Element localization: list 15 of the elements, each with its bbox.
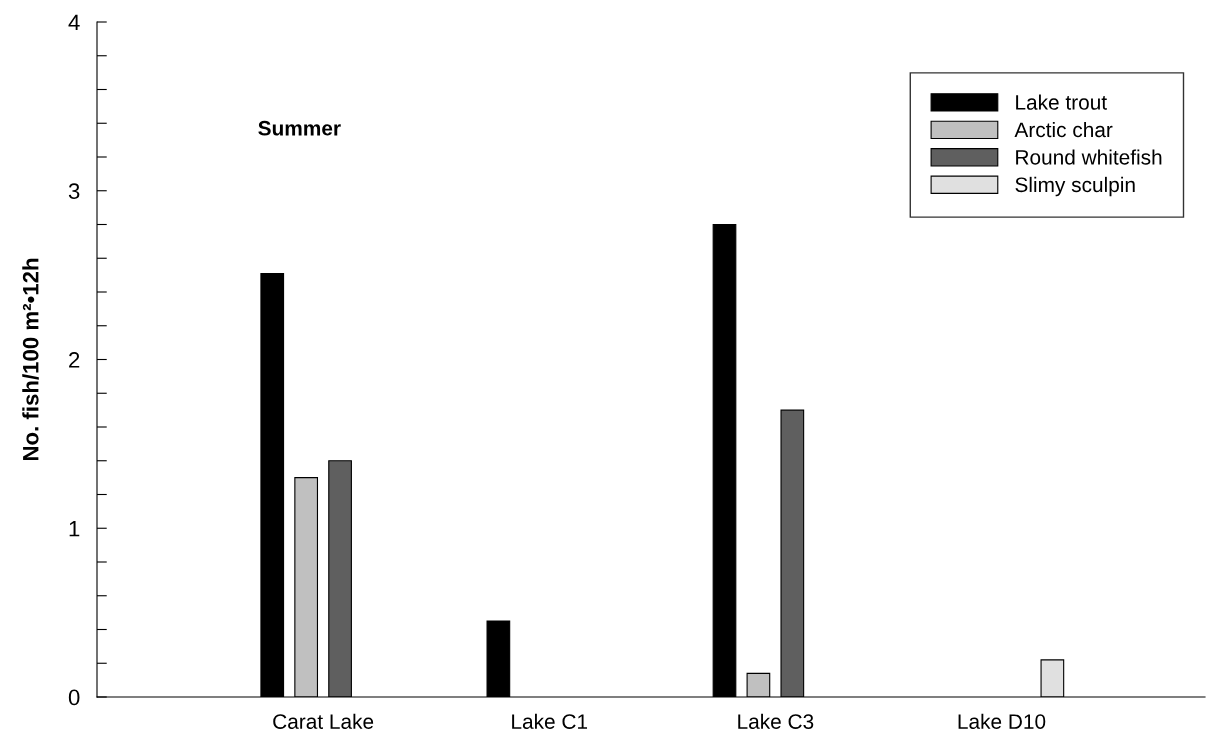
x-tick-label: Lake D10 <box>958 713 1046 729</box>
y-tick-label: 4 <box>68 14 80 31</box>
x-tick-label: Carat Lake <box>273 713 374 729</box>
y-tick-label: 0 <box>68 689 80 706</box>
legend-label: Arctic char <box>1014 121 1113 138</box>
x-tick-label: Lake C1 <box>512 713 588 729</box>
legend-label: Round whitefish <box>1016 149 1162 165</box>
y-axis-title: No. fish/100 m²•12h <box>22 258 39 461</box>
y-tick-label: 2 <box>69 352 80 368</box>
legend-label: Slimy sculpin <box>1015 176 1135 197</box>
x-tick-label: Lake C3 <box>738 713 814 729</box>
legend-label: Lake trout <box>1016 94 1107 110</box>
y-tick-label: 1 <box>69 521 80 537</box>
annotation: Summer <box>258 120 341 136</box>
y-tick-label: 3 <box>68 183 80 200</box>
